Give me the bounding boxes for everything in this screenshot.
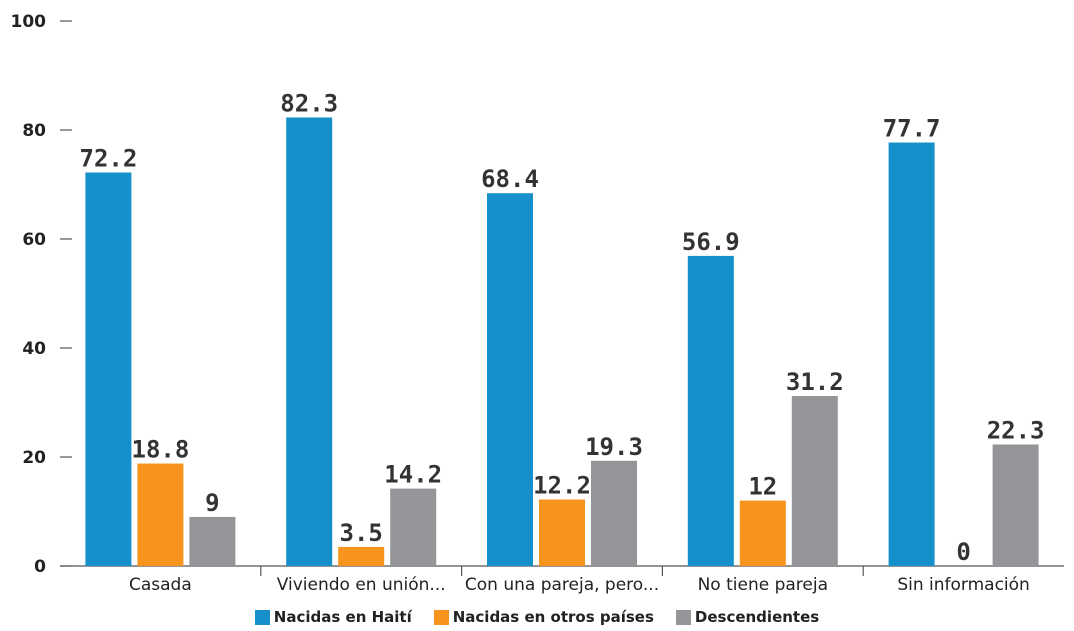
- bar: [791, 395, 838, 566]
- legend-swatch-descendientes: [675, 609, 691, 625]
- bar: [992, 444, 1039, 566]
- bar-value-label: 3.5: [340, 519, 383, 547]
- y-tick-label: 20: [22, 448, 46, 468]
- bar: [338, 546, 385, 566]
- bar-value-label: 12.2: [533, 472, 591, 500]
- bar: [137, 463, 184, 566]
- legend-label-descendientes: Descendientes: [694, 608, 820, 626]
- legend-label-haiti: Nacidas en Haití: [273, 608, 412, 626]
- legend-label-otros: Nacidas en otros países: [452, 608, 654, 626]
- y-tick-label: 0: [34, 557, 46, 577]
- legend-swatch-otros: [433, 609, 449, 625]
- bar: [85, 172, 132, 566]
- bar: [390, 488, 437, 566]
- legend-swatch-haiti: [254, 609, 270, 625]
- bar-value-label: 31.2: [786, 368, 844, 396]
- bar-value-label: 77.7: [883, 115, 941, 143]
- y-tick-label: 80: [22, 121, 46, 141]
- legend-item-descendientes: Descendientes: [675, 608, 820, 626]
- legend: Nacidas en Haití Nacidas en otros países…: [0, 608, 1074, 626]
- bar-value-label: 56.9: [682, 228, 740, 256]
- legend-item-otros: Nacidas en otros países: [433, 608, 654, 626]
- bar-value-label: 82.3: [280, 89, 338, 117]
- bar: [888, 142, 935, 566]
- bar: [739, 500, 786, 566]
- legend-item-haiti: Nacidas en Haití: [254, 608, 412, 626]
- bar: [189, 516, 236, 566]
- x-category-label: No tiene pareja: [698, 575, 828, 595]
- bar-value-label: 9: [205, 489, 219, 517]
- y-tick-label: 40: [22, 339, 46, 359]
- bar-value-label: 22.3: [987, 416, 1045, 444]
- bar-chart: 0 20 40 60 80 100 Casada Viviendo en unión... Co…: [11, 12, 1064, 595]
- y-tick-label: 100: [11, 12, 47, 32]
- bar: [487, 193, 533, 566]
- x-category-label: Viviendo en unión...: [277, 575, 446, 595]
- bar-value-label: 0: [956, 538, 970, 566]
- bar-value-label: 68.4: [481, 165, 539, 193]
- bar-value-label: 19.3: [585, 433, 643, 461]
- bar-value-label: 18.8: [132, 436, 190, 464]
- bars: [85, 117, 1039, 566]
- x-category-label: Sin información: [897, 575, 1030, 595]
- bar-value-label: 72.2: [80, 145, 138, 173]
- x-category-label: Con una pareja, pero...: [465, 575, 659, 595]
- x-category-label: Casada: [129, 575, 192, 595]
- bar-value-label: 12: [748, 473, 777, 501]
- bar: [591, 460, 637, 566]
- bar: [539, 499, 585, 566]
- bar: [687, 255, 734, 566]
- bar: [286, 117, 333, 566]
- bar-value-label: 14.2: [384, 461, 442, 489]
- data-labels: 72.2 18.8 9 82.3 3.5 14.2 68.4 12.2 19.3 56.9 12 31…: [80, 89, 1045, 566]
- y-tick-label: 60: [22, 230, 46, 250]
